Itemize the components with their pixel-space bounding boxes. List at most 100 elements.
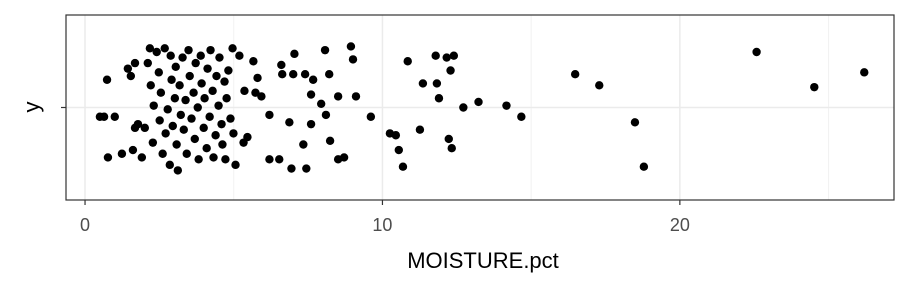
point bbox=[173, 166, 183, 175]
point bbox=[302, 164, 311, 173]
point bbox=[123, 64, 133, 73]
point bbox=[459, 103, 468, 112]
point bbox=[517, 112, 526, 121]
point bbox=[103, 153, 113, 162]
point bbox=[137, 153, 147, 162]
point bbox=[178, 53, 187, 62]
point bbox=[166, 51, 175, 60]
point bbox=[366, 112, 376, 121]
point bbox=[752, 47, 761, 57]
point bbox=[308, 75, 318, 84]
point bbox=[287, 164, 296, 173]
point bbox=[239, 138, 248, 147]
point bbox=[110, 112, 119, 121]
point bbox=[321, 110, 331, 120]
point bbox=[415, 125, 425, 134]
point bbox=[203, 64, 212, 73]
point bbox=[170, 94, 180, 103]
point bbox=[346, 42, 356, 51]
point bbox=[202, 144, 211, 153]
point bbox=[171, 62, 180, 71]
point bbox=[140, 123, 150, 133]
point bbox=[158, 149, 167, 158]
point bbox=[133, 119, 143, 129]
point bbox=[163, 105, 172, 114]
x-tick-label: 20 bbox=[670, 215, 690, 235]
point bbox=[194, 155, 203, 164]
point bbox=[145, 44, 155, 53]
point bbox=[190, 134, 199, 144]
point bbox=[325, 70, 334, 79]
point bbox=[199, 123, 208, 133]
point bbox=[214, 101, 223, 110]
point bbox=[156, 88, 166, 97]
point bbox=[176, 110, 186, 120]
point bbox=[333, 155, 343, 164]
point bbox=[130, 58, 140, 68]
point bbox=[385, 129, 395, 138]
point bbox=[277, 60, 286, 70]
point bbox=[253, 73, 262, 83]
point bbox=[167, 75, 176, 84]
point bbox=[630, 118, 640, 127]
point bbox=[275, 155, 284, 164]
point bbox=[196, 51, 205, 60]
point bbox=[200, 94, 209, 103]
point bbox=[165, 160, 174, 170]
point bbox=[249, 57, 258, 66]
point bbox=[208, 86, 217, 96]
point bbox=[99, 112, 109, 121]
point bbox=[502, 101, 511, 110]
point bbox=[168, 121, 177, 131]
point bbox=[432, 79, 442, 88]
point bbox=[398, 162, 408, 171]
point bbox=[181, 95, 190, 105]
point bbox=[220, 77, 229, 86]
point bbox=[474, 97, 483, 107]
point bbox=[209, 153, 218, 162]
point bbox=[222, 94, 231, 103]
point bbox=[224, 66, 233, 75]
point bbox=[394, 145, 404, 155]
point bbox=[290, 49, 299, 59]
point bbox=[160, 44, 169, 53]
point bbox=[102, 75, 112, 84]
point bbox=[306, 90, 316, 99]
point bbox=[306, 119, 316, 129]
point bbox=[197, 79, 206, 88]
point bbox=[161, 129, 170, 138]
point bbox=[348, 55, 358, 64]
point bbox=[251, 88, 260, 97]
point bbox=[265, 155, 274, 164]
point bbox=[149, 101, 158, 110]
point bbox=[184, 45, 193, 55]
point bbox=[351, 92, 361, 101]
point bbox=[206, 45, 215, 55]
point bbox=[215, 53, 224, 62]
point bbox=[212, 71, 221, 81]
point bbox=[143, 58, 152, 68]
point bbox=[320, 45, 330, 55]
point bbox=[221, 155, 230, 164]
point bbox=[205, 112, 214, 121]
point bbox=[154, 68, 163, 77]
point bbox=[187, 114, 196, 123]
x-tick-label: 10 bbox=[372, 215, 392, 235]
point bbox=[226, 114, 235, 123]
point bbox=[185, 71, 194, 81]
point bbox=[179, 125, 188, 134]
point bbox=[300, 70, 310, 79]
point bbox=[217, 119, 226, 129]
point bbox=[229, 129, 238, 138]
point bbox=[403, 57, 412, 66]
point bbox=[434, 94, 444, 103]
point bbox=[449, 51, 459, 60]
point bbox=[860, 68, 869, 77]
point bbox=[191, 58, 200, 68]
point bbox=[189, 88, 198, 97]
point bbox=[446, 66, 455, 75]
point bbox=[117, 149, 127, 158]
point bbox=[152, 47, 161, 57]
